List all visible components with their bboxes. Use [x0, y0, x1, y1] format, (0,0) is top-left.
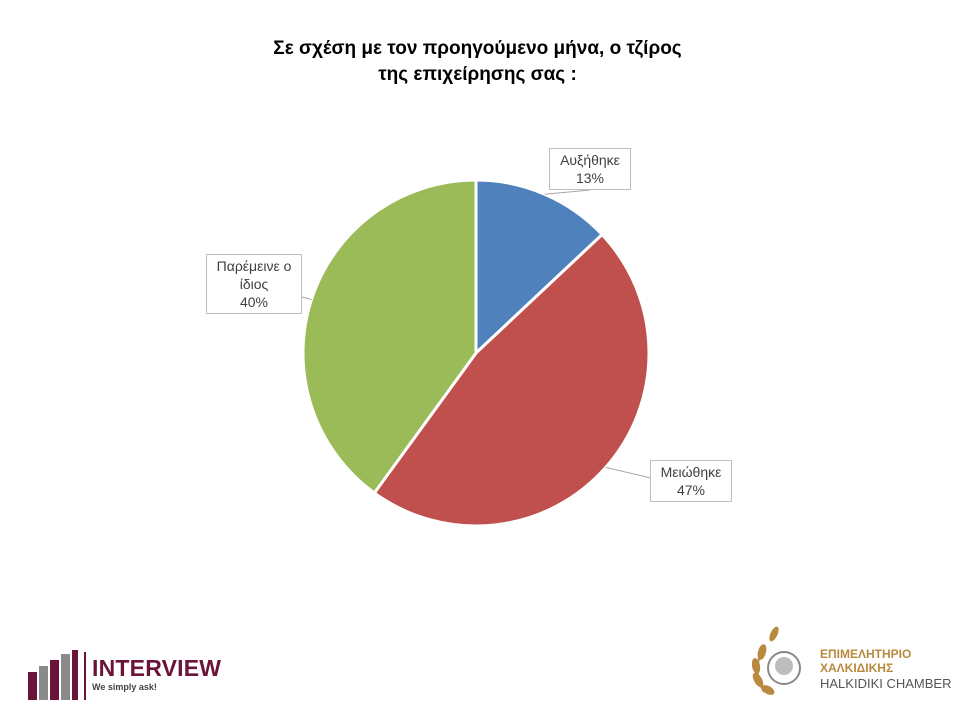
chart-title-line-1: Σε σχέση με τον προηγούμενο μήνα, ο τζίρ…	[273, 38, 682, 59]
data-label-decreased-pct: 47%	[676, 482, 706, 498]
leader-line-decreased	[605, 466, 652, 479]
data-label-same-name-1: Παρέμεινε ο	[216, 258, 292, 274]
pie-slice-increased	[474, 178, 604, 355]
data-label-increased: Αυξήθηκε 13%	[549, 148, 631, 190]
data-label-increased-pct: 13%	[575, 170, 605, 186]
chamber-name-line-3: HALKIDIKI CHAMBER	[820, 676, 952, 691]
data-label-decreased-name: Μειώθηκε	[660, 464, 722, 480]
data-label-same: Παρέμεινε ο ίδιος 40%	[206, 254, 302, 314]
chamber-name-line-1: ΕΠΙΜΕΛΗΤΗΡΙΟ	[820, 647, 912, 661]
laurel-head-emblem-icon	[751, 626, 801, 695]
chamber-name-line-2: ΧΑΛΚΙΔΙΚΗΣ	[820, 661, 894, 675]
data-label-increased-name: Αυξήθηκε	[560, 152, 620, 168]
interview-name: INTERVIEW	[92, 655, 222, 681]
pie-slice-decreased	[372, 233, 651, 528]
leader-line-increased	[544, 189, 591, 195]
halkidiki-chamber-logo: ΕΠΙΜΕΛΗΤΗΡΙΟ ΧΑΛΚΙΔΙΚΗΣ HALKIDIKI CHAMBE…	[740, 622, 955, 702]
leader-line-same	[301, 296, 312, 301]
interview-bars-icon	[28, 650, 78, 700]
data-label-same-pct: 40%	[239, 294, 269, 310]
data-label-same-name-2: ίδιος	[239, 276, 269, 292]
interview-logo: INTERVIEW We simply ask!	[26, 648, 236, 704]
chart-title-line-2: της επιχείρησης σας :	[378, 64, 577, 85]
chart-title: Σε σχέση με τον προηγούμενο μήνα, ο τζίρ…	[0, 36, 955, 88]
interview-tagline: We simply ask!	[92, 682, 157, 692]
data-label-decreased: Μειώθηκε 47%	[650, 460, 732, 502]
